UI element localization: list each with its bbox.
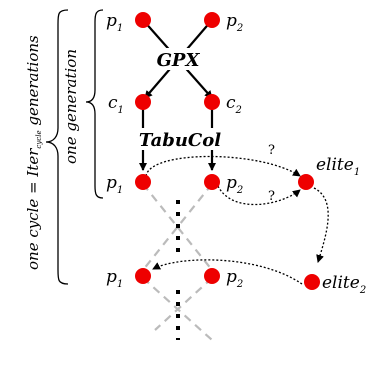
faded-line-2 bbox=[142, 183, 213, 271]
generation-brace bbox=[85, 9, 104, 199]
dotted-curve-p2-elite1 bbox=[217, 185, 301, 206]
generation-label: one generation bbox=[62, 49, 80, 164]
label-p2-mid: p2 bbox=[226, 173, 243, 196]
cycle-brace bbox=[45, 9, 69, 285]
question-mark-2: ? bbox=[268, 189, 275, 204]
node-p2-bot bbox=[204, 268, 220, 284]
faded-line-1 bbox=[142, 183, 213, 271]
node-p2-mid bbox=[204, 174, 220, 190]
label-p2-bot: p2 bbox=[226, 267, 243, 290]
node-p1-top bbox=[135, 12, 151, 28]
tabucol-label: TabuCol bbox=[139, 130, 221, 151]
label-elite1: elite1 bbox=[316, 155, 360, 178]
question-mark-1: ? bbox=[268, 143, 275, 158]
label-p1-bot: p1 bbox=[106, 267, 123, 290]
dotted-curve-elite1-elite2 bbox=[313, 187, 329, 263]
node-c2 bbox=[204, 94, 220, 110]
label-c2: c2 bbox=[226, 93, 242, 116]
label-elite2: elite2 bbox=[322, 273, 366, 296]
label-c1: c1 bbox=[108, 93, 124, 116]
label-p1-top: p1 bbox=[106, 11, 123, 34]
node-p1-mid bbox=[135, 174, 151, 190]
node-p2-top bbox=[204, 12, 220, 28]
dotted-curve-elite2-p1 bbox=[152, 259, 303, 285]
label-p1-mid: p1 bbox=[106, 173, 123, 196]
node-c1 bbox=[135, 94, 151, 110]
label-p2-top: p2 bbox=[226, 11, 243, 34]
node-elite2 bbox=[304, 274, 320, 290]
node-p1-bot bbox=[135, 268, 151, 284]
faded-line-4 bbox=[154, 277, 213, 331]
dotted-curve-p1-elite1 bbox=[145, 155, 301, 177]
cycle-label: one cycle = Itercycle generations bbox=[24, 35, 43, 270]
gpx-label: GPX bbox=[157, 50, 201, 71]
node-elite1 bbox=[298, 174, 314, 190]
